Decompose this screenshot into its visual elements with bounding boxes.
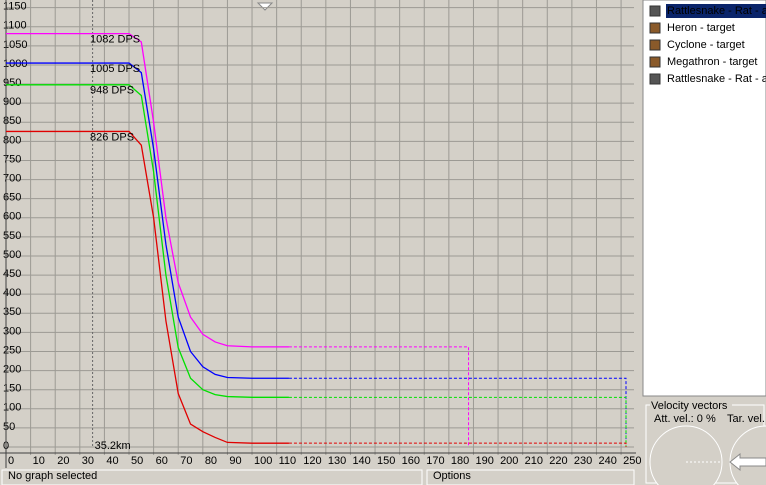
x-tick-label: 30: [82, 455, 94, 467]
y-tick-label: 550: [3, 230, 21, 242]
ship-item[interactable]: Rattlesnake - Rat - a: [667, 73, 766, 85]
x-tick-label: 50: [131, 455, 143, 467]
y-tick-label: 1050: [3, 39, 27, 51]
y-tick-label: 750: [3, 153, 21, 165]
series-extension: [288, 442, 627, 447]
x-tick-label: 230: [574, 455, 592, 467]
x-tick-label: 0: [8, 455, 14, 467]
x-tick-label: 220: [549, 455, 567, 467]
tar-arrow: [729, 452, 766, 472]
y-tick-label: 50: [3, 421, 15, 433]
ship-icon: [649, 73, 661, 85]
y-tick-label: 150: [3, 383, 21, 395]
chart: 0 10 20 30 40 50 60 70 80 90 100 110 120 130 140 150 160…: [0, 0, 641, 468]
dps-label: 826 DPS: [90, 131, 134, 143]
tar-dial[interactable]: [729, 425, 766, 485]
ship-item[interactable]: Rattlesnake - Rat - a: [667, 5, 766, 17]
status-text: No graph selected: [8, 470, 97, 482]
x-tick-label: 90: [229, 455, 241, 467]
x-tick-label: 20: [57, 455, 69, 467]
att-vel: Att. vel.: 0 %: [654, 413, 716, 425]
ship-icon: [649, 39, 661, 51]
y-tick-label: 300: [3, 325, 21, 337]
y-tick-label: 700: [3, 172, 21, 184]
x-tick-label: 200: [500, 455, 518, 467]
y-tick-label: 900: [3, 96, 21, 108]
dps-label: 948 DPS: [90, 85, 134, 97]
ship-icon: [649, 56, 661, 68]
y-tick-label: 1100: [3, 20, 27, 32]
x-tick-label: 160: [402, 455, 420, 467]
ship-icon: [649, 22, 661, 34]
x-tick-label: 170: [426, 455, 444, 467]
x-tick-label: 80: [205, 455, 217, 467]
y-tick-label: 1150: [3, 1, 27, 13]
dps-label: 1082 DPS: [90, 34, 140, 46]
ship-list[interactable]: [642, 0, 766, 397]
x-tick-label: 70: [180, 455, 192, 467]
y-tick-label: 100: [3, 402, 21, 414]
y-tick-label: 400: [3, 287, 21, 299]
series-line: [6, 84, 289, 398]
x-tick-label: 190: [475, 455, 493, 467]
x-tick-label: 210: [525, 455, 543, 467]
y-tick-label: 850: [3, 115, 21, 127]
series-extension: [288, 396, 627, 447]
x-tick-label: 10: [33, 455, 45, 467]
att-dial[interactable]: [649, 425, 723, 485]
x-tick-label: 120: [303, 455, 321, 467]
series-line: [6, 32, 289, 348]
y-tick-label: 250: [3, 344, 21, 356]
velocity-title-bg: [650, 401, 732, 411]
x-tick-label: 250: [623, 455, 641, 467]
x-tick-label: 130: [328, 455, 346, 467]
options-box: [426, 469, 635, 485]
status-box: [1, 469, 423, 485]
y-tick-label: 600: [3, 211, 21, 223]
options-label[interactable]: Options: [433, 470, 471, 482]
y-tick-label: 950: [3, 77, 21, 89]
y-tick-label: 200: [3, 363, 21, 375]
list-items: Rattlesnake - Rat - a Heron - target Cyclo…: [649, 4, 766, 85]
ship-item[interactable]: Megathron - target: [667, 56, 758, 68]
x-tick-label: 240: [598, 455, 616, 467]
top-marker[interactable]: [256, 2, 274, 11]
series-line: [6, 62, 289, 379]
ship-icon: [649, 5, 661, 17]
selected-row: [666, 4, 766, 18]
tar-vel: Tar. vel.: [727, 413, 765, 425]
y-tick-label: 500: [3, 249, 21, 261]
y-tick-label: 350: [3, 306, 21, 318]
x-tick-label: 180: [451, 455, 469, 467]
x-tick-label: 40: [106, 455, 118, 467]
x-tick-label: 140: [352, 455, 370, 467]
y-tick-label: 450: [3, 268, 21, 280]
y-tick-label: 1000: [3, 58, 27, 70]
x-tick-label: 60: [156, 455, 168, 467]
x-tick-label: 150: [377, 455, 395, 467]
y-tick-label: 650: [3, 192, 21, 204]
series-extension: [288, 377, 627, 447]
marker-label: 35.2km: [95, 440, 131, 452]
velocity-title: Velocity vectors: [651, 400, 728, 412]
ship-item[interactable]: Heron - target: [667, 22, 735, 34]
series-extension: [288, 346, 470, 447]
series-line: [6, 130, 289, 444]
ship-item[interactable]: Cyclone - target: [667, 39, 745, 51]
x-tick-label: 100: [254, 455, 272, 467]
x-tick-label: 110: [279, 455, 297, 467]
dps-label: 1005 DPS: [90, 63, 140, 75]
y-tick-label: 800: [3, 134, 21, 146]
